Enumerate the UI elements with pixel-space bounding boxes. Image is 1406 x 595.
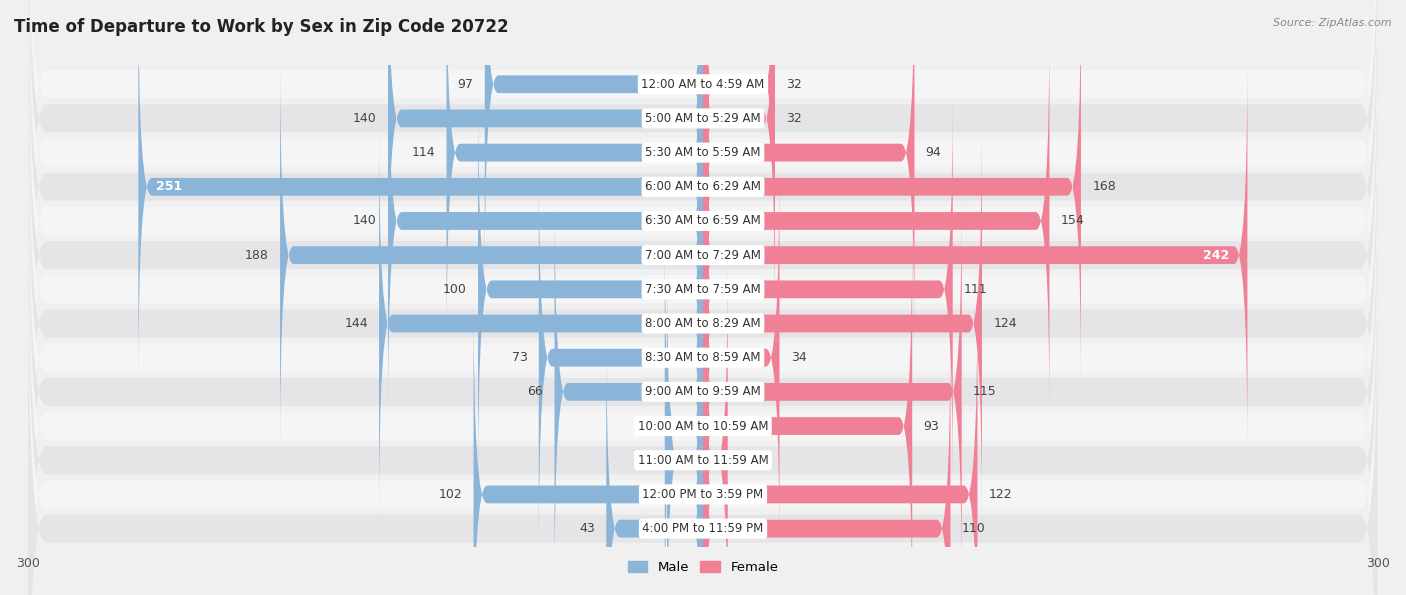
Text: 6:00 AM to 6:29 AM: 6:00 AM to 6:29 AM (645, 180, 761, 193)
FancyBboxPatch shape (28, 201, 1378, 595)
FancyBboxPatch shape (703, 93, 953, 486)
FancyBboxPatch shape (138, 0, 703, 383)
FancyBboxPatch shape (28, 269, 1378, 595)
FancyBboxPatch shape (388, 0, 703, 315)
FancyBboxPatch shape (28, 64, 1378, 583)
Text: 168: 168 (1092, 180, 1116, 193)
Legend: Male, Female: Male, Female (623, 555, 783, 580)
Text: 16: 16 (640, 454, 655, 466)
FancyBboxPatch shape (666, 264, 703, 595)
Text: 9:00 AM to 9:59 AM: 9:00 AM to 9:59 AM (645, 386, 761, 399)
Text: 251: 251 (156, 180, 183, 193)
FancyBboxPatch shape (28, 30, 1378, 549)
Text: 115: 115 (973, 386, 997, 399)
FancyBboxPatch shape (703, 298, 977, 595)
FancyBboxPatch shape (28, 235, 1378, 595)
Text: 122: 122 (988, 488, 1012, 501)
FancyBboxPatch shape (703, 0, 775, 280)
Text: 140: 140 (353, 214, 377, 227)
FancyBboxPatch shape (28, 0, 1378, 344)
FancyBboxPatch shape (606, 333, 703, 595)
Text: 124: 124 (993, 317, 1017, 330)
FancyBboxPatch shape (665, 230, 703, 595)
Text: 11:00 AM to 11:59 AM: 11:00 AM to 11:59 AM (638, 454, 768, 466)
FancyBboxPatch shape (538, 161, 703, 554)
Text: 66: 66 (527, 386, 543, 399)
Text: 102: 102 (439, 488, 463, 501)
Text: 73: 73 (512, 351, 527, 364)
FancyBboxPatch shape (703, 230, 912, 595)
FancyBboxPatch shape (703, 161, 779, 554)
Text: 144: 144 (344, 317, 368, 330)
Text: 110: 110 (962, 522, 986, 535)
FancyBboxPatch shape (478, 93, 703, 486)
FancyBboxPatch shape (28, 0, 1378, 446)
Text: 93: 93 (924, 419, 939, 433)
Text: 12:00 PM to 3:59 PM: 12:00 PM to 3:59 PM (643, 488, 763, 501)
Text: 7:30 AM to 7:59 AM: 7:30 AM to 7:59 AM (645, 283, 761, 296)
Text: 43: 43 (579, 522, 595, 535)
FancyBboxPatch shape (485, 0, 703, 280)
FancyBboxPatch shape (703, 0, 775, 315)
Text: 10:00 AM to 10:59 AM: 10:00 AM to 10:59 AM (638, 419, 768, 433)
FancyBboxPatch shape (703, 264, 728, 595)
Text: 188: 188 (245, 249, 269, 262)
FancyBboxPatch shape (703, 59, 1247, 452)
Text: Source: ZipAtlas.com: Source: ZipAtlas.com (1274, 18, 1392, 28)
FancyBboxPatch shape (703, 333, 950, 595)
Text: 32: 32 (786, 78, 801, 91)
Text: 5:00 AM to 5:29 AM: 5:00 AM to 5:29 AM (645, 112, 761, 125)
FancyBboxPatch shape (28, 0, 1378, 515)
FancyBboxPatch shape (28, 0, 1378, 480)
FancyBboxPatch shape (28, 98, 1378, 595)
Text: 242: 242 (1204, 249, 1229, 262)
Text: 4:00 PM to 11:59 PM: 4:00 PM to 11:59 PM (643, 522, 763, 535)
FancyBboxPatch shape (703, 127, 981, 519)
Text: 8:30 AM to 8:59 AM: 8:30 AM to 8:59 AM (645, 351, 761, 364)
FancyBboxPatch shape (554, 196, 703, 588)
FancyBboxPatch shape (703, 196, 962, 588)
FancyBboxPatch shape (380, 127, 703, 519)
Text: 34: 34 (790, 351, 807, 364)
Text: 5:30 AM to 5:59 AM: 5:30 AM to 5:59 AM (645, 146, 761, 159)
Text: 114: 114 (412, 146, 436, 159)
Text: 97: 97 (458, 78, 474, 91)
Text: 12:00 AM to 4:59 AM: 12:00 AM to 4:59 AM (641, 78, 765, 91)
Text: 8:00 AM to 8:29 AM: 8:00 AM to 8:29 AM (645, 317, 761, 330)
Text: 6:30 AM to 6:59 AM: 6:30 AM to 6:59 AM (645, 214, 761, 227)
FancyBboxPatch shape (703, 25, 1049, 417)
FancyBboxPatch shape (28, 0, 1378, 412)
Text: 111: 111 (965, 283, 987, 296)
FancyBboxPatch shape (388, 25, 703, 417)
Text: 154: 154 (1060, 214, 1084, 227)
FancyBboxPatch shape (280, 59, 703, 452)
Text: 11: 11 (740, 454, 755, 466)
Text: 17: 17 (638, 419, 654, 433)
Text: 94: 94 (925, 146, 942, 159)
FancyBboxPatch shape (28, 0, 1378, 378)
FancyBboxPatch shape (703, 0, 914, 349)
Text: Time of Departure to Work by Sex in Zip Code 20722: Time of Departure to Work by Sex in Zip … (14, 18, 509, 36)
FancyBboxPatch shape (447, 0, 703, 349)
Text: 7:00 AM to 7:29 AM: 7:00 AM to 7:29 AM (645, 249, 761, 262)
FancyBboxPatch shape (28, 167, 1378, 595)
FancyBboxPatch shape (703, 0, 1081, 383)
FancyBboxPatch shape (28, 133, 1378, 595)
Text: 32: 32 (786, 112, 801, 125)
Text: 140: 140 (353, 112, 377, 125)
FancyBboxPatch shape (474, 298, 703, 595)
Text: 100: 100 (443, 283, 467, 296)
